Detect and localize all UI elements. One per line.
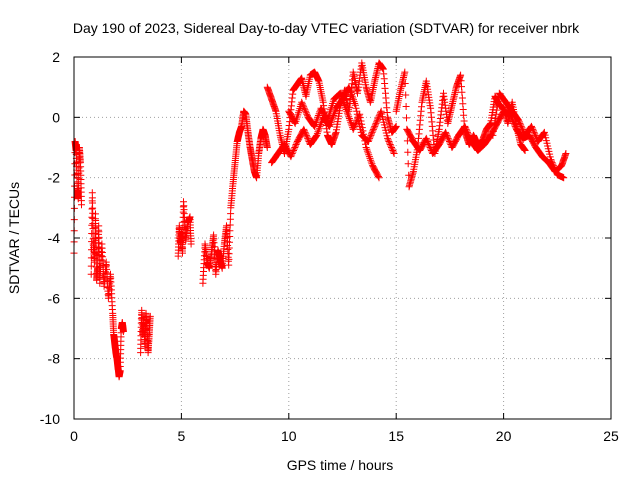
series-marker-cluster (70, 138, 85, 257)
x-tick-label: 15 (388, 428, 404, 444)
axis-ticks: 0 5 10 15 20 25 -10 -8 -6 -4 -2 0 2 (40, 49, 619, 444)
x-tick-label: 25 (603, 428, 619, 444)
y-tick-label: -10 (40, 411, 60, 427)
chart-title: Day 190 of 2023, Sidereal Day-to-day VTE… (73, 20, 580, 36)
x-tick-label: 5 (178, 428, 186, 444)
series-marker-cluster (137, 306, 154, 357)
y-tick-label: 0 (52, 109, 60, 125)
series-marker-cluster (285, 89, 383, 182)
grid-lines (74, 57, 611, 419)
y-tick-label: -2 (48, 170, 61, 186)
y-tick-label: -6 (48, 290, 61, 306)
y-tick-label: -8 (48, 351, 61, 367)
x-tick-label: 20 (496, 428, 512, 444)
x-tick-label: 0 (70, 428, 78, 444)
x-tick-label: 10 (281, 428, 297, 444)
data-points (70, 59, 570, 381)
y-tick-label: -4 (48, 230, 61, 246)
series-marker-cluster (87, 189, 127, 381)
series-marker-cluster (174, 198, 195, 260)
x-axis-label: GPS time / hours (287, 457, 394, 473)
series-marker-cluster (403, 107, 570, 176)
plot-frame (73, 56, 612, 420)
series-marker-cluster (268, 83, 398, 167)
y-axis-label: SDTVAR / TECUs (6, 182, 22, 294)
y-tick-label: 2 (52, 49, 60, 65)
series-marker-cluster (489, 89, 568, 182)
series-marker-cluster (199, 107, 271, 287)
